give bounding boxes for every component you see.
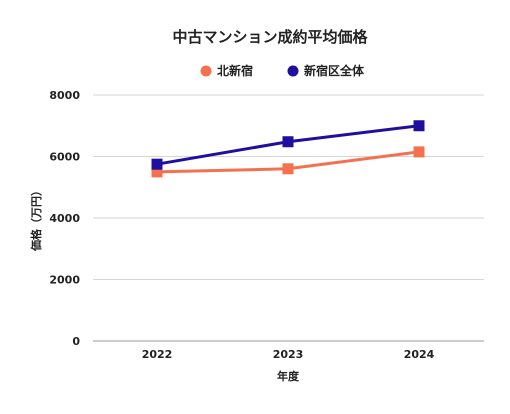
data-point-marker [413, 120, 425, 132]
y-tick-label: 6000 [49, 151, 80, 164]
y-tick-label: 4000 [49, 212, 80, 225]
y-tick-label: 2000 [49, 274, 80, 287]
x-axis-ticks: 2022 2023 2024 [142, 348, 435, 361]
data-point-marker [282, 136, 294, 148]
y-axis-ticks: 0 2000 4000 6000 8000 [49, 89, 80, 348]
x-tick-label: 2024 [404, 348, 435, 361]
x-tick-label: 2023 [273, 348, 304, 361]
legend-marker [287, 65, 299, 77]
x-tick-label: 2022 [142, 348, 173, 361]
y-tick-label: 8000 [49, 89, 80, 102]
legend: 北新宿 新宿区全体 [200, 63, 365, 78]
x-axis-label: 年度 [277, 369, 300, 383]
gridlines [93, 94, 484, 342]
y-axis-label: 価格（万円） [29, 185, 43, 252]
legend-label: 北新宿 [217, 63, 253, 78]
data-point-marker [151, 158, 163, 170]
data-point-marker [282, 163, 294, 175]
legend-marker [200, 65, 212, 77]
y-tick-label: 0 [72, 335, 80, 348]
data-point-marker [151, 166, 163, 178]
data-point-marker [413, 146, 425, 158]
legend-label: 新宿区全体 [304, 63, 365, 78]
chart-title: 中古マンション成約平均価格 [172, 28, 368, 46]
series-group [151, 120, 425, 178]
